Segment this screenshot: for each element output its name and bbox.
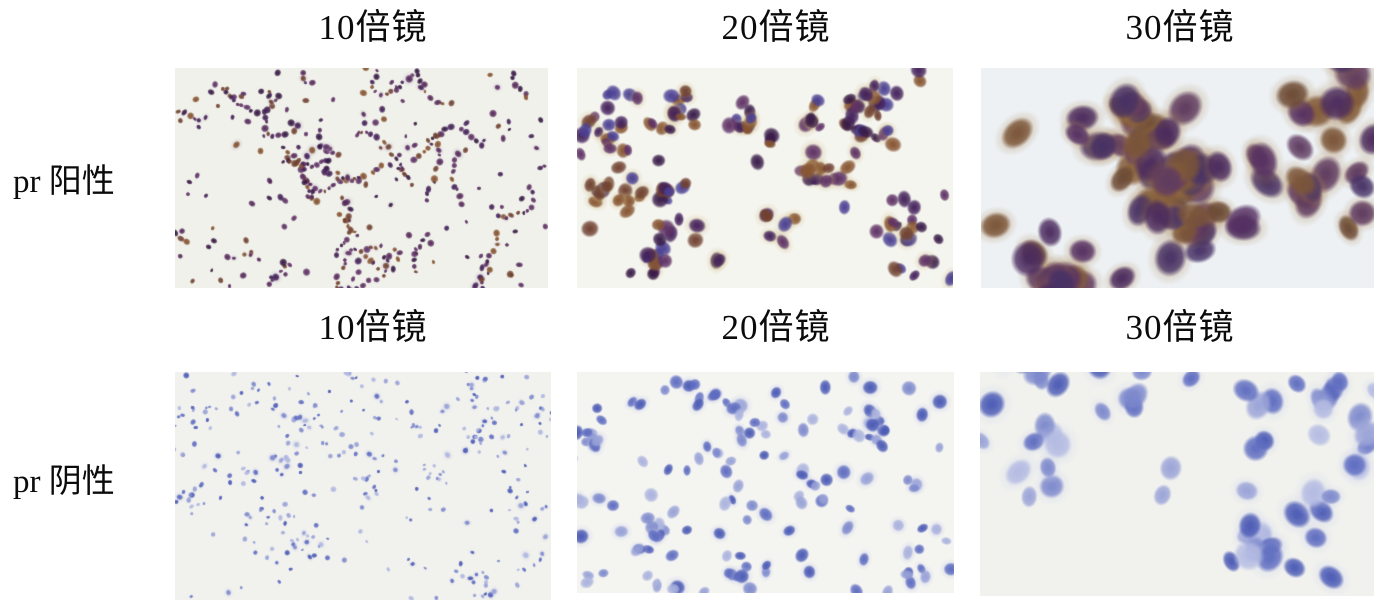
- column-header-negative-10x: 10倍镜: [318, 308, 428, 347]
- column-header-negative-20x: 20倍镜: [721, 308, 831, 347]
- column-header-positive-20x: 20倍镜: [721, 8, 831, 47]
- row-label-pr-negative: pr 阴性: [13, 464, 115, 500]
- column-header-negative-30x: 30倍镜: [1125, 308, 1235, 347]
- row-label-pr-positive: pr 阳性: [13, 164, 115, 200]
- micrograph-pr-positive-20x: [577, 68, 953, 288]
- micrograph-pr-negative-20x: [577, 372, 954, 593]
- micrograph-pr-negative-10x: [175, 372, 551, 600]
- column-header-positive-10x: 10倍镜: [318, 8, 428, 47]
- micrograph-pr-positive-30x: [981, 68, 1374, 288]
- column-header-positive-30x: 30倍镜: [1125, 8, 1235, 47]
- micrograph-pr-positive-10x: [175, 68, 548, 288]
- micrograph-pr-negative-30x: [980, 372, 1374, 596]
